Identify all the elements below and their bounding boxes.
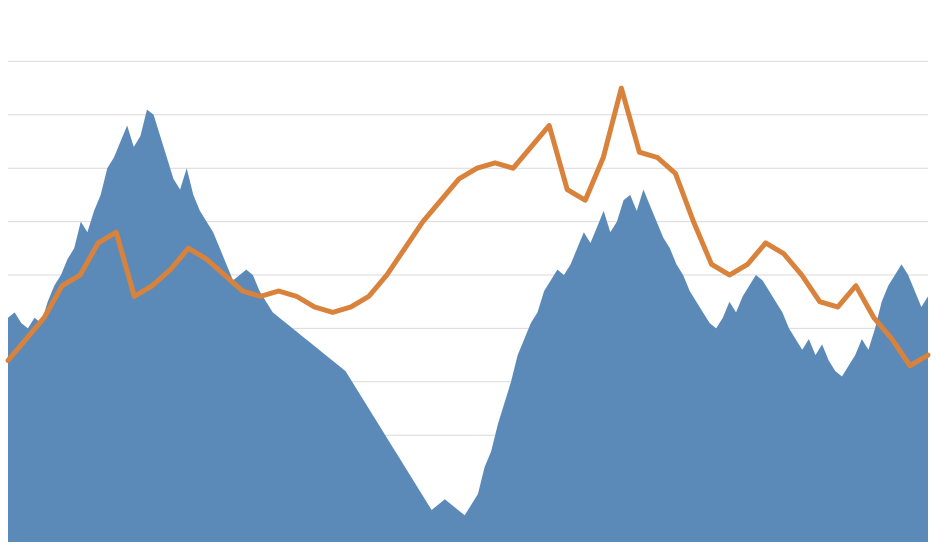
combo-chart	[0, 0, 936, 550]
chart-canvas	[0, 0, 936, 550]
